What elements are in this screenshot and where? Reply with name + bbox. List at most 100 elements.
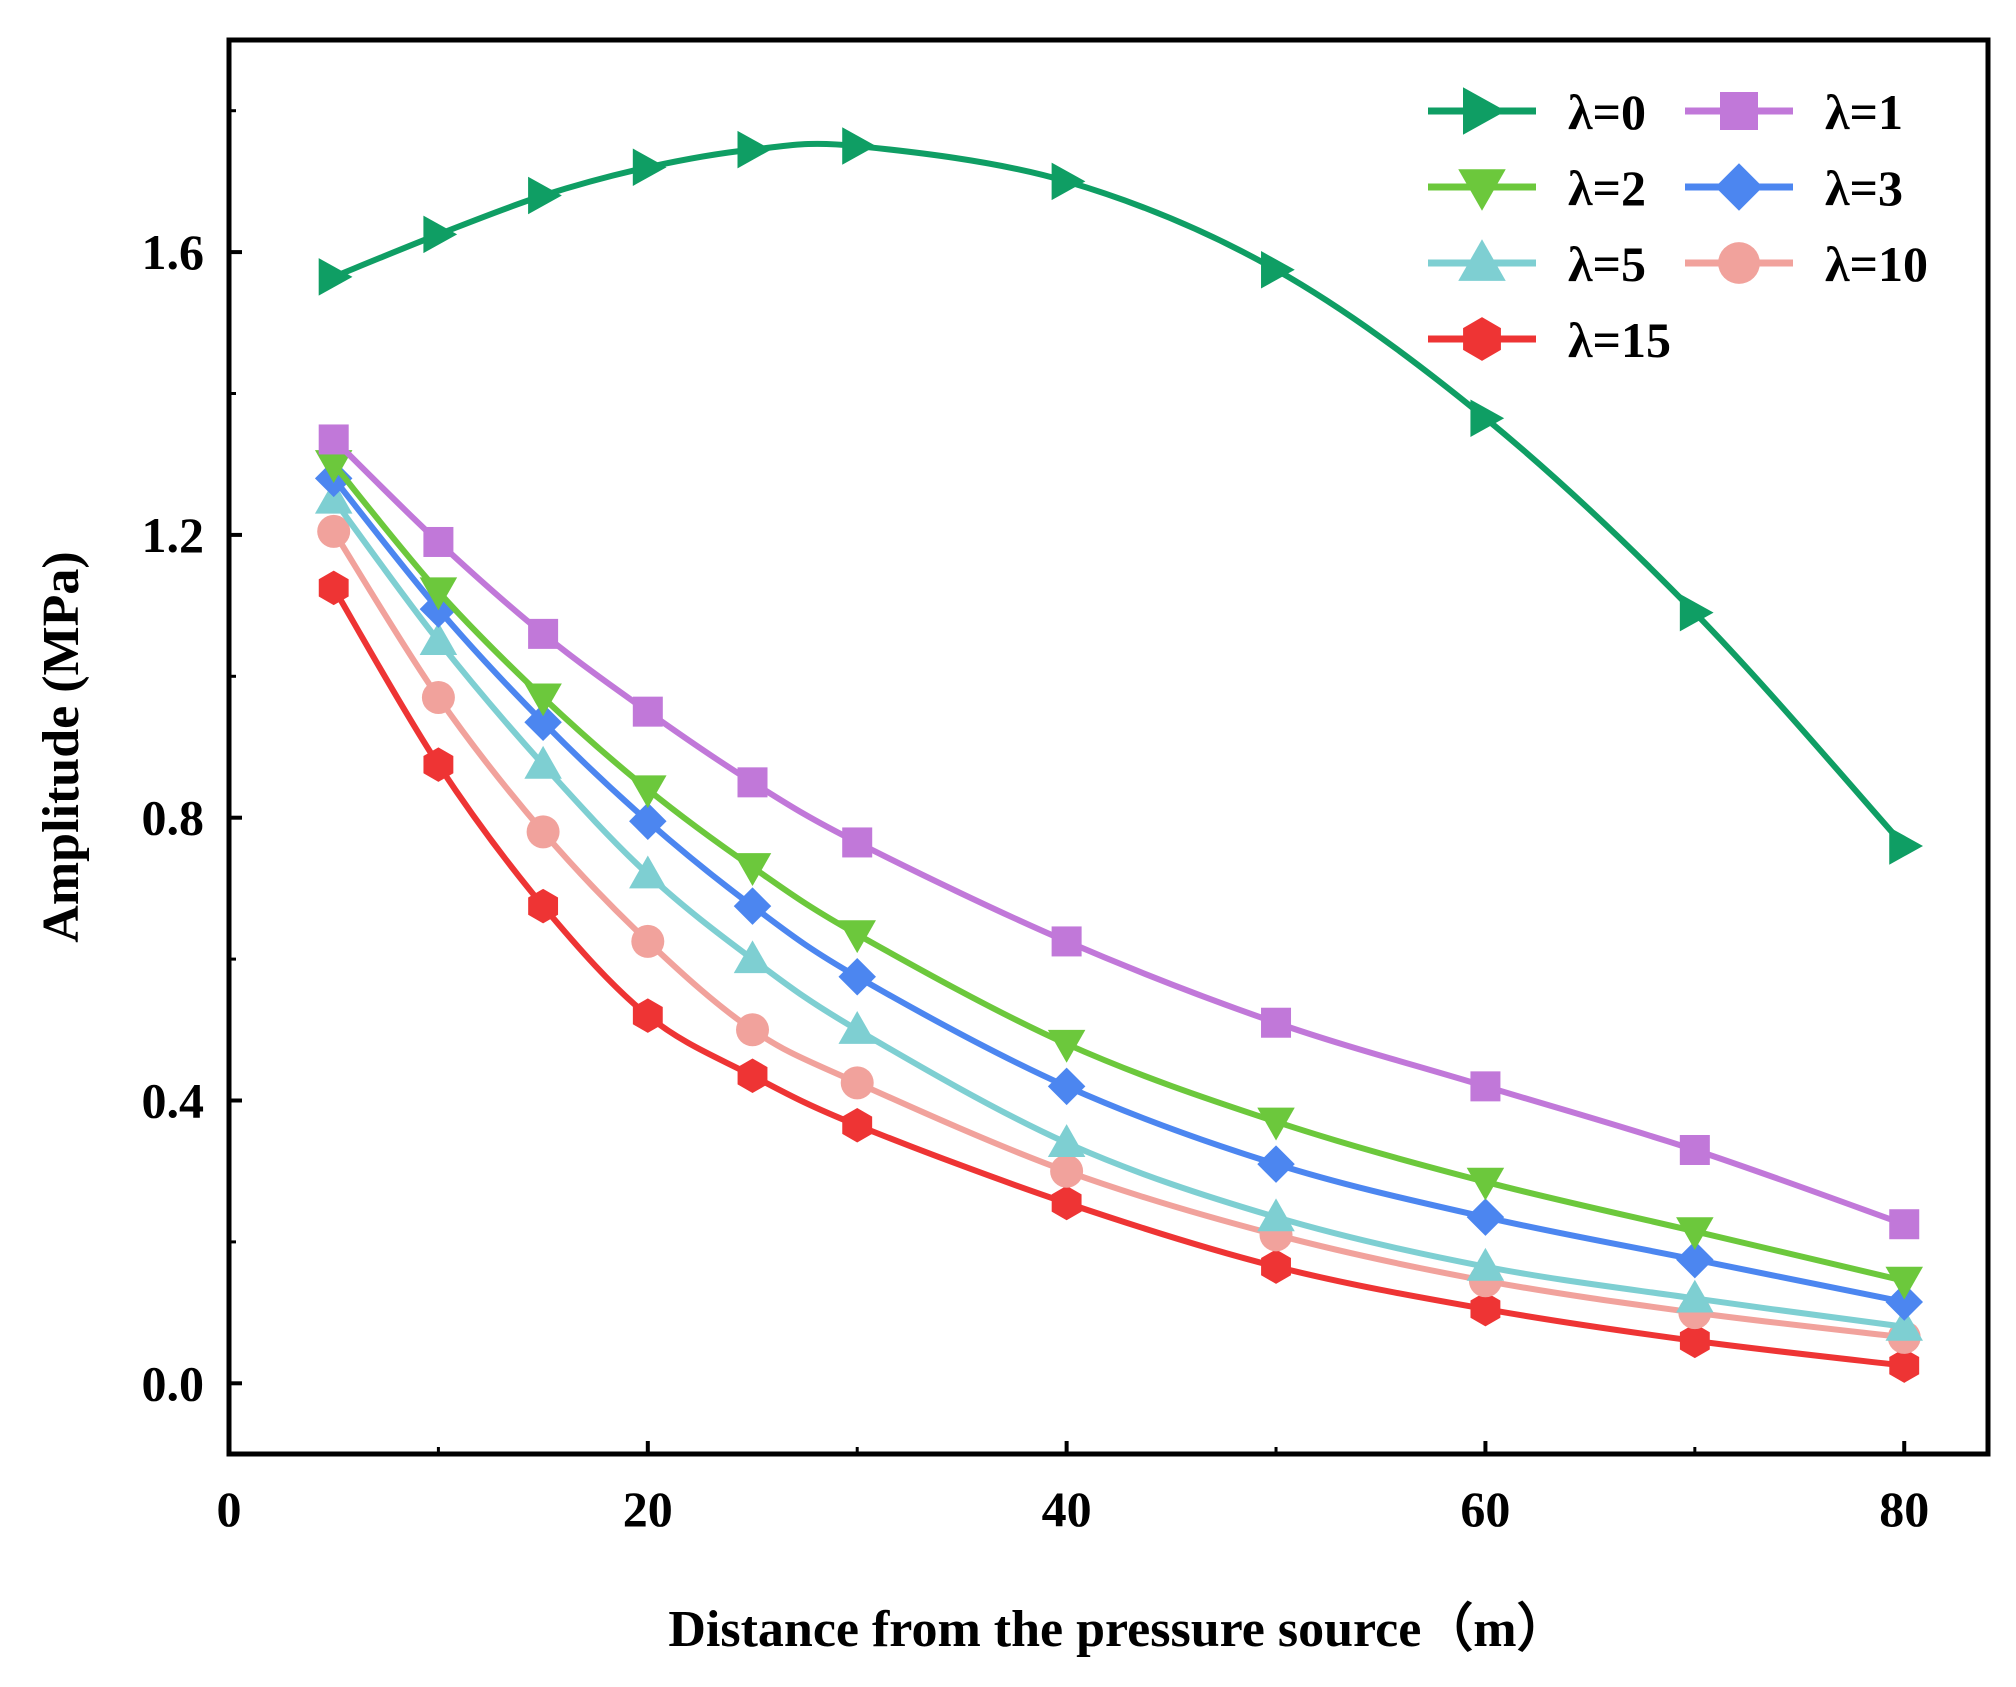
legend-item: λ=0 [1428,84,1646,140]
legend-marker [1715,163,1763,211]
data-point [1257,1145,1295,1183]
data-point [524,683,562,717]
legend: λ=0 λ=1 λ=2 λ=3 λ=5 λ=10 λ=15 [1428,84,1928,368]
data-point [1257,1107,1295,1141]
data-point [1466,1167,1505,1201]
data-point [1889,1348,1920,1383]
x-tick-label: 40 [1042,1481,1092,1537]
data-point [733,940,772,974]
series-lambda-2 [314,450,1923,1300]
series-lambda-3 [314,459,1923,1321]
y-tick-label: 0.8 [142,790,205,846]
series-line [331,437,1906,1228]
legend-label: λ=5 [1568,236,1646,292]
legend-label: λ=15 [1568,312,1671,368]
legend-item: λ=10 [1685,236,1928,292]
data-point [528,888,559,924]
data-point [1470,399,1505,437]
series-line [331,529,1905,1341]
legend-label: λ=1 [1825,84,1903,140]
data-point [1679,1134,1710,1165]
series-line [331,462,1905,1284]
data-point [1676,1240,1714,1279]
data-point [421,681,455,715]
data-point [1889,827,1923,865]
data-point [528,618,559,649]
data-point [629,855,667,889]
data-point [1261,1007,1292,1038]
data-point [419,577,458,611]
legend-item: λ=3 [1685,160,1903,216]
data-point [423,215,458,254]
x-tick-label: 60 [1460,1481,1510,1537]
series-lambda-15 [318,570,1920,1383]
legend-marker [1463,317,1501,361]
data-point [314,480,353,514]
legend-item: λ=5 [1428,236,1646,292]
data-point [317,514,351,548]
legend-marker [1458,169,1506,211]
data-point [423,747,454,782]
data-point [632,696,663,727]
legend-item: λ=2 [1428,160,1646,216]
data-point [840,1066,874,1100]
series-lambda-0 [318,127,1923,865]
data-point [737,1058,768,1094]
data-point [1051,1185,1082,1221]
x-tick-label: 0 [217,1481,242,1537]
data-point [842,127,876,165]
data-point [423,526,454,557]
legend-item: λ=1 [1685,84,1903,140]
series-line [331,476,1905,1305]
plot-frame [226,37,1991,1457]
x-tick-label: 20 [623,1481,673,1537]
series-layer [314,127,1923,1383]
data-point [1676,1279,1714,1313]
data-point [1885,1266,1923,1300]
series-lambda-5 [314,480,1923,1341]
data-point [524,703,562,742]
x-axis-title: Distance from the pressure source（m） [668,1600,1568,1658]
y-tick-label: 1.2 [142,507,205,563]
data-point [736,1013,770,1047]
data-point [1470,1291,1501,1327]
data-point [1257,1198,1295,1232]
data-point [318,570,349,606]
data-point [1885,1283,1923,1321]
data-point [1679,1323,1710,1359]
data-point [1470,1071,1501,1102]
legend-marker [1720,92,1758,130]
data-point [629,802,667,840]
data-point [524,745,562,779]
data-point [318,424,349,455]
data-point [842,1107,873,1143]
data-point [632,998,663,1033]
legend-label: λ=0 [1568,84,1646,140]
data-point [632,148,667,187]
data-point [1676,1217,1714,1251]
legend-label: λ=3 [1825,160,1903,216]
data-point [1466,1247,1505,1281]
data-point [1889,1209,1920,1240]
y-tick-label: 0.4 [142,1073,205,1129]
data-point [318,258,353,296]
data-point [631,924,665,958]
legend-marker [1718,242,1760,284]
data-point [1051,926,1082,957]
data-point [1050,1154,1084,1188]
legend-label: λ=2 [1568,160,1646,216]
y-tick-label: 0.0 [142,1355,205,1411]
data-point [733,853,772,886]
data-point [1047,1124,1086,1157]
y-tick-label: 1.6 [142,224,205,280]
data-point [1466,1198,1505,1236]
data-point [314,450,353,483]
legend-item: λ=15 [1428,312,1671,368]
x-tick-label: 80 [1879,1481,1929,1537]
data-point [1679,593,1714,632]
data-point [1051,162,1086,201]
data-point [526,815,560,849]
data-point [629,775,667,809]
data-point [1047,1029,1086,1063]
